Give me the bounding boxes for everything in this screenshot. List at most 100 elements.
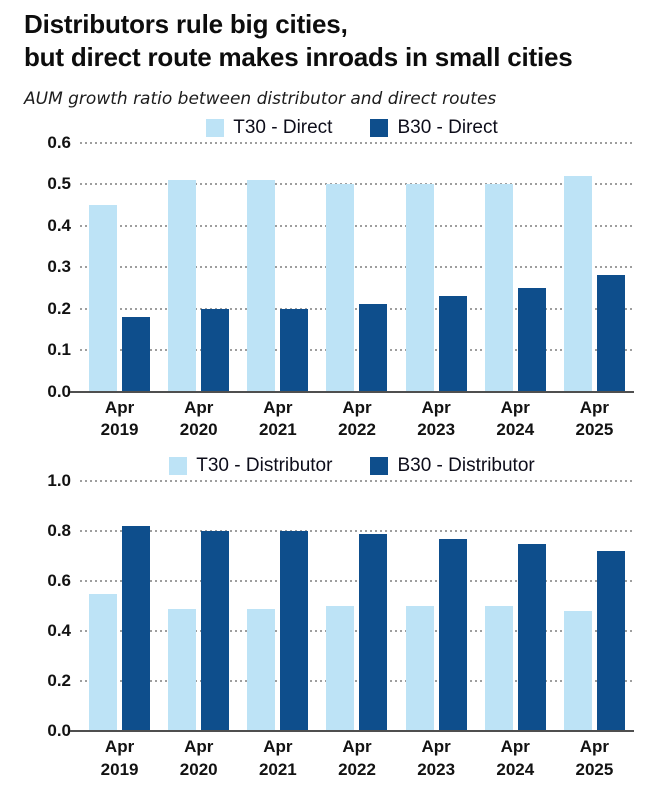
bar-b30-direct xyxy=(280,308,309,392)
y-axis-tick-label: 0.1 xyxy=(47,340,71,359)
bar-b30-distributor xyxy=(280,531,309,732)
x-axis-tick-label: Apr 2025 xyxy=(575,737,614,779)
x-axis-tick-label: Apr 2023 xyxy=(417,737,456,779)
x-axis-tick-label: Apr 2019 xyxy=(100,737,139,779)
bar-group xyxy=(555,143,634,392)
bar-group xyxy=(397,481,476,732)
y-axis-tick-label: 0.0 xyxy=(47,721,71,741)
bar-group xyxy=(238,481,317,732)
bar-t30-distributor xyxy=(247,608,276,732)
y-axis-tick-label: 0.6 xyxy=(47,571,71,591)
x-axis-tick-label: Apr 2025 xyxy=(575,397,614,439)
x-axis-tick-label: Apr 2024 xyxy=(496,737,535,779)
bar-t30-direct xyxy=(405,184,434,392)
gridline xyxy=(80,307,634,310)
bar-t30-distributor xyxy=(405,606,434,732)
bar-b30-distributor xyxy=(596,551,625,732)
legend-swatch-icon xyxy=(370,118,389,137)
bar-t30-direct xyxy=(563,175,592,392)
y-axis-tick-label: 0.3 xyxy=(47,257,71,276)
gridline xyxy=(80,630,634,633)
legend-swatch-icon xyxy=(370,457,389,476)
plot-direct: 0.0 0.1 0.2 0.3 0.4 0.5 0.6 xyxy=(47,133,634,401)
bar-t30-direct xyxy=(168,179,197,392)
bar-b30-direct xyxy=(201,308,230,392)
x-axis-baseline xyxy=(70,730,634,733)
x-axis-tick-label: Apr 2021 xyxy=(258,737,297,779)
bar-group xyxy=(159,481,238,732)
y-axis-tick-label: 0.2 xyxy=(47,298,71,318)
bar-group xyxy=(476,143,555,392)
gridline xyxy=(80,680,634,683)
xaxis-labels-direct: Apr 2019 Apr 2020 Apr 2021 Apr 2022 Apr 2023… xyxy=(80,392,634,442)
legend-swatch-icon xyxy=(206,118,225,137)
bar-b30-distributor xyxy=(122,526,151,732)
y-axis-tick-label: 0.4 xyxy=(47,621,71,641)
bar-group xyxy=(555,481,634,732)
page-title: Distributors rule big cities, but direct … xyxy=(24,8,648,74)
y-axis-tick-label: 1.0 xyxy=(47,471,71,491)
bar-group xyxy=(476,481,555,732)
gridline xyxy=(80,266,634,268)
x-axis-baseline xyxy=(70,390,634,393)
bar-b30-direct xyxy=(122,316,151,392)
bar-t30-distributor xyxy=(326,606,355,732)
x-axis-tick-label: Apr 2022 xyxy=(338,737,376,779)
y-axis-tick-label: 0.2 xyxy=(47,671,71,691)
plot-direct-wrap: 0.0 0.1 0.2 0.3 0.4 0.5 0.6 xyxy=(47,133,634,401)
bar-t30-direct xyxy=(247,179,276,392)
bar-b30-direct xyxy=(359,304,388,392)
x-axis-tick-label: Apr 2021 xyxy=(258,397,297,439)
bar-group xyxy=(397,143,476,392)
gridline xyxy=(80,480,634,483)
bar-group xyxy=(317,481,396,732)
bar-t30-distributor xyxy=(89,593,118,732)
bar-t30-distributor xyxy=(168,608,197,732)
legend-item: B30 - Direct xyxy=(370,116,498,139)
x-axis-tick-label: Apr 2020 xyxy=(179,397,218,439)
bar-t30-direct xyxy=(89,204,118,392)
legend-direct: T30 - Direct B30 - Direct xyxy=(56,117,648,139)
gridline xyxy=(80,530,634,533)
bar-group xyxy=(159,143,238,392)
gridline xyxy=(80,183,634,185)
legend-label: B30 - Direct xyxy=(397,116,498,138)
chart-distributor-section: T30 - Distributor B30 - Distributor 0.0 0.… xyxy=(24,455,648,781)
gridline xyxy=(80,224,634,227)
x-axis-tick-label: Apr 2022 xyxy=(338,397,376,439)
gridline xyxy=(80,141,634,144)
bar-group xyxy=(80,481,159,732)
bar-b30-direct xyxy=(517,287,546,392)
bar-b30-direct xyxy=(596,275,625,392)
x-axis-tick-label: Apr 2020 xyxy=(179,737,218,779)
legend-label: B30 - Distributor xyxy=(397,455,535,477)
bar-b30-distributor xyxy=(517,543,546,732)
bars-layer xyxy=(80,481,634,732)
page-title-line1: Distributors rule big cities, xyxy=(24,9,348,39)
bars-layer xyxy=(80,143,634,392)
plot-distributor-wrap: 0.0 0.2 0.4 0.6 0.8 1.0 xyxy=(47,471,634,740)
legend-item: T30 - Direct xyxy=(206,117,332,139)
x-axis-tick-label: Apr 2019 xyxy=(100,397,139,439)
legend-label: T30 - Distributor xyxy=(196,455,333,477)
y-axis-tick-label: 0.8 xyxy=(47,521,71,541)
chart-direct-section: T30 - Direct B30 - Direct 0.0 0.1 0.2 0.3 0.4… xyxy=(24,117,648,442)
y-axis-tick-label: 0.5 xyxy=(47,174,71,193)
bar-b30-distributor xyxy=(438,538,467,732)
bar-group xyxy=(317,143,396,392)
bar-t30-distributor xyxy=(484,606,513,732)
bar-t30-direct xyxy=(484,184,513,392)
y-axis-tick-label: 0.0 xyxy=(47,381,71,401)
legend-item: T30 - Distributor xyxy=(169,455,332,477)
bar-b30-distributor xyxy=(201,531,230,732)
bar-group xyxy=(238,143,317,392)
y-axis-tick-label: 0.6 xyxy=(47,132,71,152)
xaxis-labels-distributor: Apr 2019 Apr 2020 Apr 2021 Apr 2022 Apr 2023… xyxy=(80,731,634,781)
page-title-line2: but direct route makes inroads in small … xyxy=(24,41,573,72)
plot-distributor: 0.0 0.2 0.4 0.6 0.8 1.0 xyxy=(47,471,634,740)
bar-group xyxy=(80,143,159,392)
legend-distributor: T30 - Distributor B30 - Distributor xyxy=(56,455,648,477)
legend-swatch-icon xyxy=(169,457,188,476)
bar-t30-distributor xyxy=(563,611,592,732)
